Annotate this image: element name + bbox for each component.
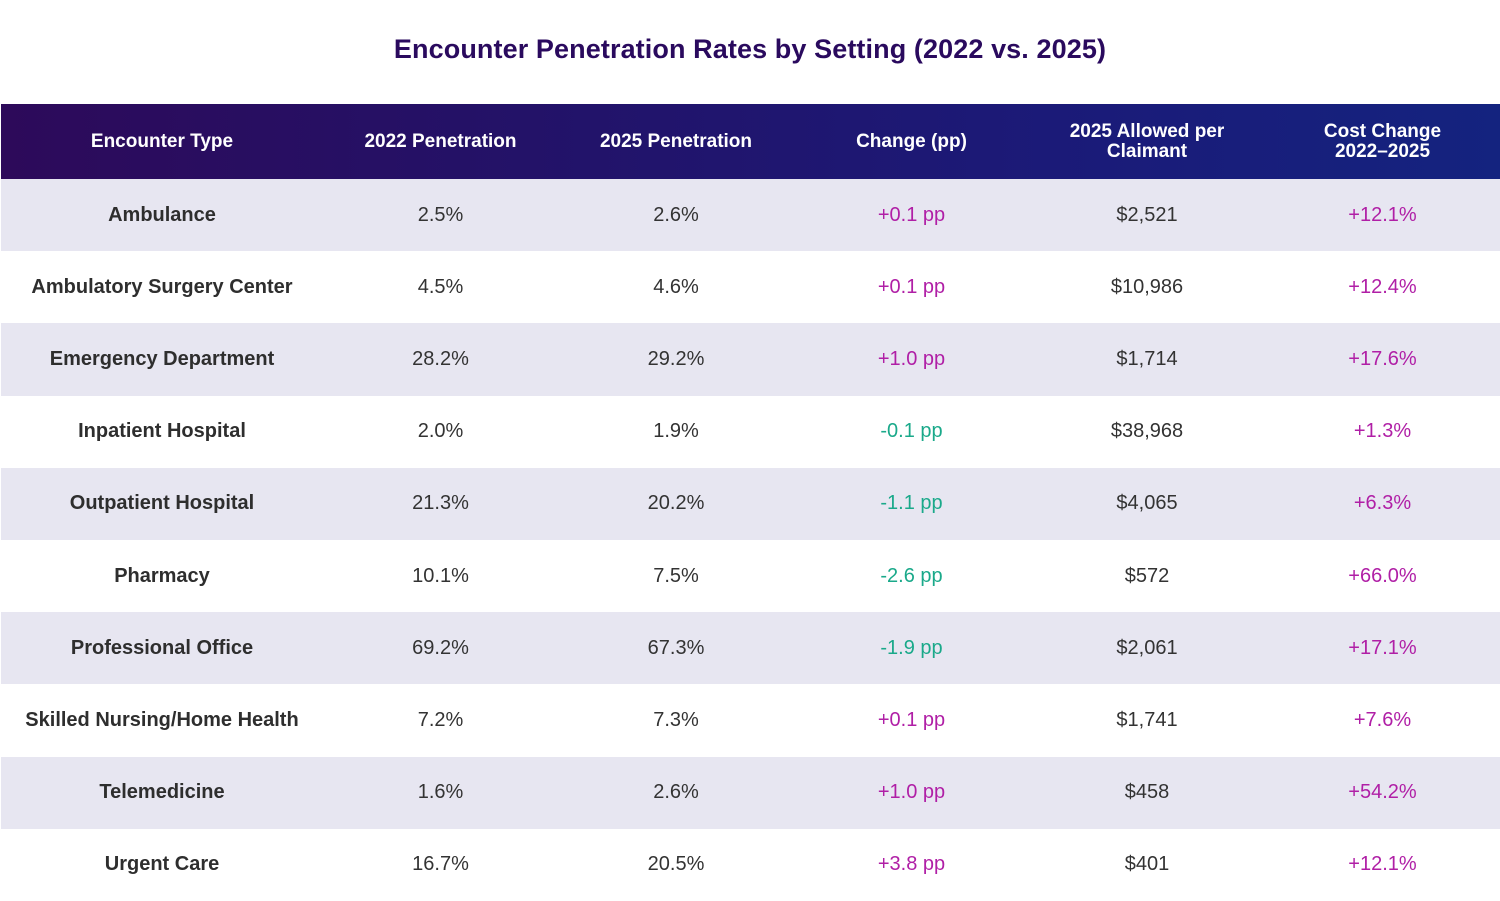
allowed-per-claimant-cell: $2,521 xyxy=(1116,203,1178,226)
table-row: Pharmacy 10.1% 7.5% -2.6 pp $572 +66.0% xyxy=(1,539,1500,613)
penetration-2025-cell: 7.5% xyxy=(653,564,699,587)
penetration-2025-cell: 20.5% xyxy=(647,853,705,876)
penetration-2022-cell: 2.5% xyxy=(417,203,464,226)
change-pp-cell: -0.1 pp xyxy=(880,420,943,443)
penetration-table: Encounter Type 2022 Penetration 2025 Pen… xyxy=(1,104,1500,901)
encounter-type-cell: Ambulatory Surgery Center xyxy=(31,275,293,298)
penetration-2022-cell: 69.2% xyxy=(412,636,469,659)
change-pp-cell: +0.1 pp xyxy=(877,203,946,226)
column-header-change-pp: Change (pp) xyxy=(856,130,967,152)
cost-change-cell: +12.4% xyxy=(1348,275,1417,298)
table-row: Telemedicine 1.6% 2.6% +1.0 pp $458 +54.2% xyxy=(1,756,1500,829)
change-pp-cell: +3.8 pp xyxy=(877,853,946,876)
penetration-2025-cell: 4.6% xyxy=(653,275,699,298)
penetration-2022-cell: 7.2% xyxy=(417,708,464,731)
penetration-2022-cell: 21.3% xyxy=(412,492,469,515)
table-body: Ambulance 2.5% 2.6% +0.1 pp $2,521 +12.1% Ambu… xyxy=(1,179,1500,901)
encounter-type-cell: Urgent Care xyxy=(104,853,220,876)
table-row: Inpatient Hospital 2.0% 1.9% -0.1 pp $38,968… xyxy=(1,395,1500,468)
cost-change-cell: +12.1% xyxy=(1348,203,1417,226)
column-header-2025-penetration: 2025 Penetration xyxy=(599,130,753,152)
column-header-encounter-type: Encounter Type xyxy=(90,130,234,152)
column-header-2022-penetration: 2022 Penetration xyxy=(364,130,517,152)
cost-change-cell: +7.6% xyxy=(1353,708,1412,731)
change-pp-cell: +0.1 pp xyxy=(877,275,946,298)
penetration-2025-cell: 20.2% xyxy=(647,492,705,515)
encounter-type-cell: Emergency Department xyxy=(49,347,275,370)
table-row: Outpatient Hospital 21.3% 20.2% -1.1 pp $4,0… xyxy=(1,467,1500,540)
penetration-2025-cell: 2.6% xyxy=(653,203,699,226)
penetration-2022-cell: 2.0% xyxy=(417,420,464,443)
penetration-2025-cell: 67.3% xyxy=(647,636,705,659)
encounter-type-cell: Inpatient Hospital xyxy=(78,420,246,443)
cost-change-cell: +17.6% xyxy=(1348,347,1417,370)
change-pp-cell: +1.0 pp xyxy=(877,347,946,370)
table-row: Emergency Department 28.2% 29.2% +1.0 pp $1,… xyxy=(1,323,1500,396)
encounter-type-cell: Ambulance xyxy=(108,203,216,226)
column-header-cost-change: Cost Change 2022–2025 xyxy=(1323,120,1442,162)
penetration-2025-cell: 7.3% xyxy=(653,708,699,731)
cost-change-cell: +17.1% xyxy=(1348,636,1417,659)
change-pp-cell: -1.9 pp xyxy=(880,636,943,659)
allowed-per-claimant-cell: $4,065 xyxy=(1116,492,1178,515)
cost-change-cell: +1.3% xyxy=(1353,420,1412,443)
encounter-type-cell: Skilled Nursing/Home Health xyxy=(25,708,299,731)
cost-change-cell: +6.3% xyxy=(1353,492,1412,515)
change-pp-cell: +1.0 pp xyxy=(877,781,946,804)
change-pp-cell: -1.1 pp xyxy=(880,492,943,515)
table-row: Urgent Care 16.7% 20.5% +3.8 pp $401 +12.1% xyxy=(1,828,1500,901)
allowed-per-claimant-cell: $2,061 xyxy=(1116,636,1178,659)
penetration-2025-cell: 29.2% xyxy=(647,347,705,370)
allowed-per-claimant-cell: $10,986 xyxy=(1110,275,1184,298)
allowed-per-claimant-cell: $572 xyxy=(1124,564,1170,587)
change-pp-cell: +0.1 pp xyxy=(877,708,946,731)
allowed-per-claimant-cell: $1,714 xyxy=(1116,347,1178,370)
penetration-2022-cell: 28.2% xyxy=(412,347,469,370)
change-pp-cell: -2.6 pp xyxy=(880,564,943,587)
penetration-2022-cell: 4.5% xyxy=(417,275,464,298)
table-row: Ambulance 2.5% 2.6% +0.1 pp $2,521 +12.1% xyxy=(1,179,1500,252)
chart-title: Encounter Penetration Rates by Setting (… xyxy=(393,34,1107,64)
allowed-per-claimant-cell: $401 xyxy=(1124,853,1170,876)
table-header-row: Encounter Type 2022 Penetration 2025 Pen… xyxy=(1,104,1500,179)
cost-change-cell: +12.1% xyxy=(1348,853,1417,876)
cost-change-cell: +66.0% xyxy=(1348,564,1417,587)
allowed-per-claimant-cell: $458 xyxy=(1124,781,1170,804)
penetration-2022-cell: 10.1% xyxy=(412,564,469,587)
allowed-per-claimant-cell: $38,968 xyxy=(1110,420,1184,443)
table-row: Professional Office 69.2% 67.3% -1.9 pp $2,0… xyxy=(1,612,1500,685)
table-row: Skilled Nursing/Home Health 7.2% 7.3% +0.1 … xyxy=(1,684,1500,757)
penetration-2022-cell: 16.7% xyxy=(412,853,469,876)
allowed-per-claimant-cell: $1,741 xyxy=(1116,708,1178,731)
penetration-2025-cell: 2.6% xyxy=(653,781,699,804)
penetration-2022-cell: 1.6% xyxy=(417,781,464,804)
encounter-type-cell: Outpatient Hospital xyxy=(69,492,255,515)
cost-change-cell: +54.2% xyxy=(1348,781,1417,804)
table-row: Ambulatory Surgery Center 4.5% 4.6% +0.1 pp… xyxy=(1,251,1500,324)
encounter-type-cell: Telemedicine xyxy=(99,781,225,804)
column-header-2025-allowed: 2025 Allowed per Claimant xyxy=(1069,120,1225,162)
penetration-2025-cell: 1.9% xyxy=(653,420,699,443)
encounter-type-cell: Professional Office xyxy=(70,636,254,659)
encounter-type-cell: Pharmacy xyxy=(114,564,210,587)
